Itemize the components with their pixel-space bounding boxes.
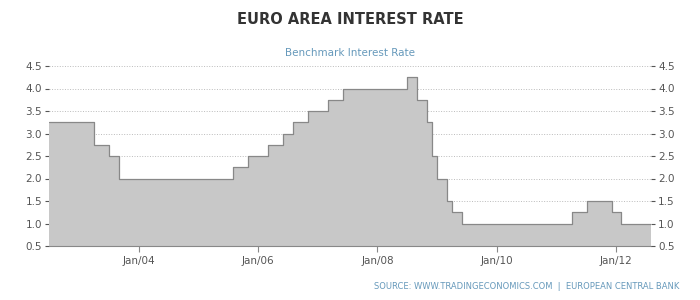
Text: EURO AREA INTEREST RATE: EURO AREA INTEREST RATE	[237, 12, 463, 27]
Text: SOURCE: WWW.TRADINGECONOMICS.COM  |  EUROPEAN CENTRAL BANK: SOURCE: WWW.TRADINGECONOMICS.COM | EUROP…	[374, 282, 679, 291]
Text: Benchmark Interest Rate: Benchmark Interest Rate	[285, 48, 415, 58]
